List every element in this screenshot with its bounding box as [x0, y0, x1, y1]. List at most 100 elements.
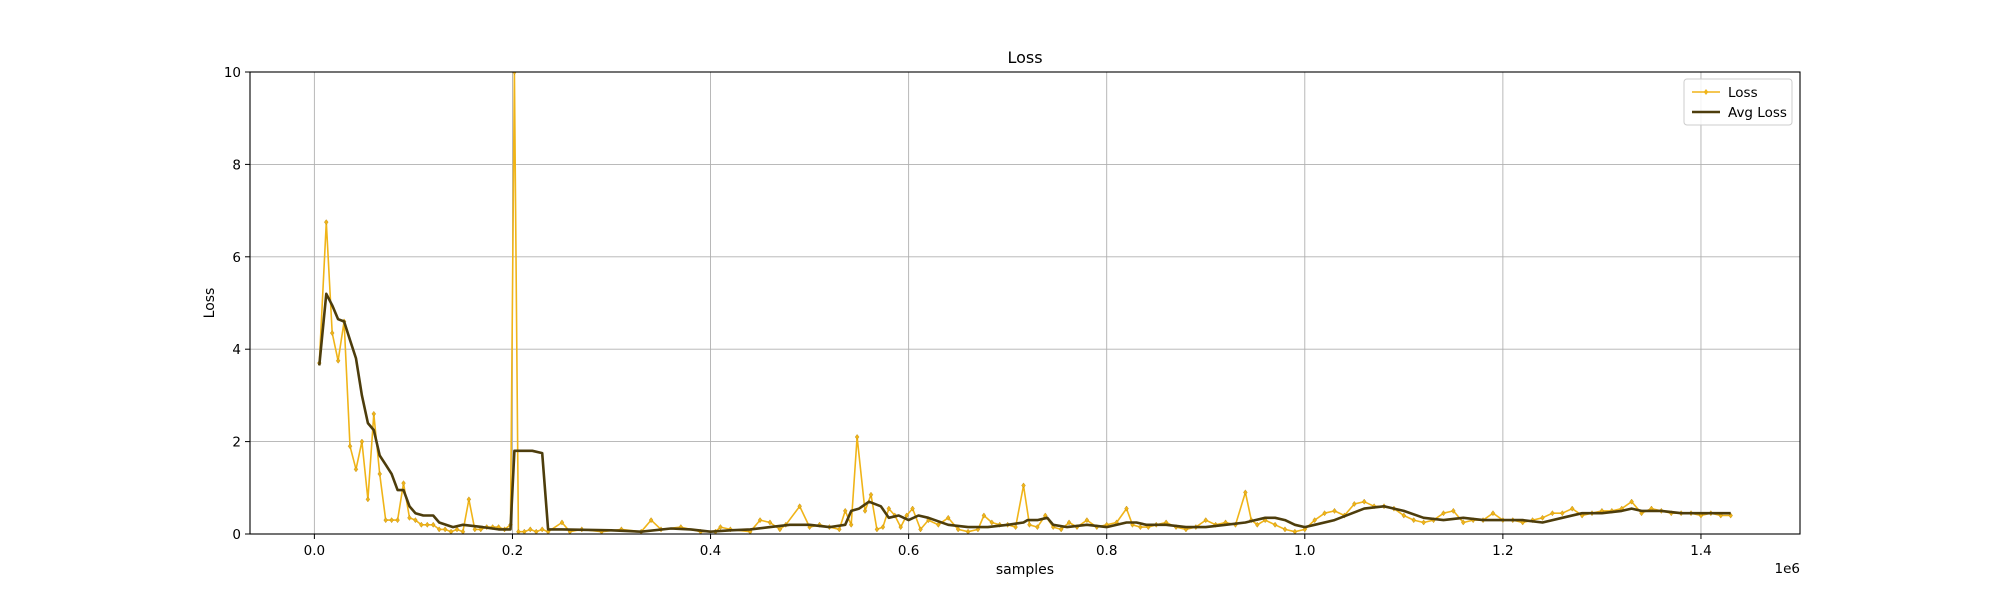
loss-point [1203, 517, 1208, 524]
loss-point [1130, 521, 1135, 528]
loss-point [1352, 501, 1357, 507]
loss-point [559, 519, 565, 526]
loss-point [545, 528, 551, 534]
loss-point [854, 434, 860, 440]
loss-point [1560, 510, 1565, 517]
loss-point [747, 528, 753, 534]
loss-point [1451, 507, 1456, 514]
loss-point [1013, 524, 1018, 531]
loss-point [1411, 517, 1416, 524]
loss-point [335, 357, 341, 364]
loss-point [1401, 512, 1407, 519]
loss-point [389, 517, 394, 524]
loss-point [383, 517, 388, 524]
loss-point [955, 526, 961, 533]
x-tick-label: 0.0 [304, 543, 325, 559]
loss-point [1362, 498, 1367, 505]
loss-point [1718, 512, 1723, 519]
x-tick-label: 0.2 [502, 543, 523, 559]
loss-point [848, 521, 854, 528]
x-axis: 0.0 0.2 0.4 0.6 0.8 1.0 1.2 1.4 [304, 534, 1712, 559]
loss-point [460, 528, 466, 534]
loss-point [936, 521, 941, 528]
loss-point [534, 528, 539, 534]
legend-label: Loss [1728, 85, 1758, 101]
x-axis-label: samples [996, 562, 1054, 578]
y-tick-label: 4 [232, 342, 241, 358]
y-axis-label: Loss [202, 288, 218, 319]
loss-point [442, 526, 448, 533]
loss-point [436, 526, 442, 533]
loss-point [1461, 519, 1466, 526]
loss-point [1322, 510, 1327, 517]
y-tick-label: 8 [232, 157, 241, 173]
loss-point [767, 519, 773, 526]
x-tick-label: 0.4 [700, 543, 721, 559]
loss-point [419, 521, 424, 528]
series-avg-loss [318, 292, 1731, 534]
loss-point [868, 491, 874, 498]
loss-point [1332, 507, 1337, 514]
x-axis-offset-label: 1e6 [1775, 561, 1800, 577]
loss-point [918, 526, 923, 533]
y-tick-label: 0 [232, 527, 241, 543]
loss-point [1282, 526, 1288, 533]
loss-point [448, 528, 454, 534]
loss-point [365, 496, 371, 503]
loss-point [407, 514, 412, 521]
loss-point [1570, 505, 1575, 512]
loss-point [395, 517, 400, 524]
loss-point [1138, 524, 1143, 531]
loss-point [1058, 526, 1064, 533]
loss-point [377, 471, 382, 477]
x-tick-label: 1.0 [1294, 543, 1315, 559]
loss-point [1441, 510, 1446, 517]
loss-point [1728, 512, 1733, 519]
avg-loss-line [318, 292, 1731, 534]
loss-point [757, 517, 763, 524]
loss-point [965, 528, 971, 534]
loss-point [1066, 519, 1072, 526]
loss-point [981, 512, 987, 519]
loss-point [910, 505, 915, 512]
loss-point [837, 526, 842, 533]
loss-point [1550, 510, 1555, 517]
loss-point [1124, 505, 1129, 512]
loss-point [512, 72, 517, 75]
loss-point [1639, 510, 1644, 517]
loss-point [359, 438, 365, 445]
loss-point [1520, 519, 1525, 526]
y-tick-label: 6 [232, 250, 241, 266]
x-tick-label: 0.6 [898, 543, 919, 559]
loss-point [425, 521, 430, 528]
loss-point [371, 410, 377, 417]
chart-title: Loss [1007, 48, 1042, 67]
y-tick-label: 10 [224, 65, 241, 81]
loss-point [539, 526, 545, 533]
loss-point [946, 514, 951, 521]
loss-point [843, 507, 848, 514]
loss-point [522, 528, 527, 534]
loss-point [1292, 528, 1298, 534]
loss-point [528, 526, 533, 533]
loss-point [1255, 521, 1260, 528]
loss-point [347, 443, 353, 450]
loss-point [1146, 524, 1151, 531]
loss-point [880, 524, 886, 531]
x-tick-label: 1.2 [1492, 543, 1513, 559]
legend-label: Avg Loss [1728, 105, 1787, 121]
loss-point [874, 526, 880, 533]
loss-point [1243, 489, 1248, 496]
loss-point [648, 517, 654, 524]
legend-box [1683, 78, 1793, 126]
loss-point [989, 519, 995, 526]
loss-point [413, 517, 418, 524]
legend-marker [1703, 89, 1709, 95]
y-axis: 0 2 4 6 8 10 [224, 65, 250, 543]
loss-point [1490, 510, 1496, 517]
loss-point [975, 526, 981, 533]
x-tick-label: 0.8 [1096, 543, 1117, 559]
loss-point [472, 526, 478, 533]
loss-point [1027, 521, 1032, 528]
